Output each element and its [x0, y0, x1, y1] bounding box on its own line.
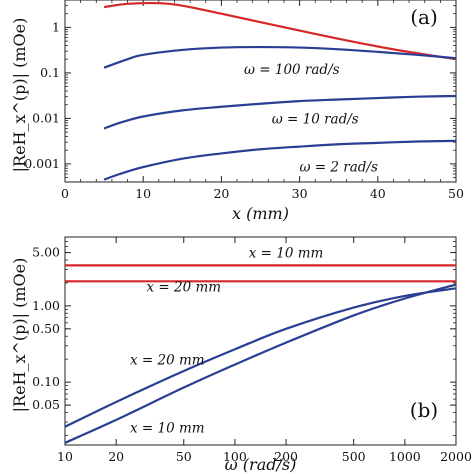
y-tick-label: 1 [52, 19, 60, 34]
y-tick-label: 5.00 [32, 245, 60, 260]
series-line-2 [65, 287, 456, 428]
x-tick-label: 1000 [389, 449, 421, 464]
series-line-2 [103, 94, 456, 130]
annotation-3: x = 10 mm [130, 420, 205, 436]
x-tick-label: 100 [223, 449, 247, 464]
panel-label: (a) [410, 5, 438, 29]
series-line-3 [65, 283, 456, 444]
x-tick-label: 10 [135, 186, 151, 201]
series-line-1 [103, 45, 456, 69]
series-group [65, 264, 456, 444]
annotation-2: ω = 2 rad/s [299, 160, 377, 176]
x-tick-label: 500 [342, 449, 366, 464]
annotation-0: x = 10 mm [249, 246, 324, 262]
series-line-0 [103, 1, 456, 61]
series-group [103, 1, 456, 181]
x-tick-label: 50 [176, 449, 192, 464]
annotation-0: ω = 100 rad/s [244, 62, 340, 78]
y-axis-title: |ReH_x^(p)| (mOe) [10, 258, 29, 413]
x-axis-title: x (mm) [232, 204, 289, 223]
y-axis-title: |ReH_x^(p)| (mOe) [10, 18, 29, 173]
annotation-1: ω = 10 rad/s [272, 111, 359, 127]
x-tick-label: 0 [61, 186, 69, 201]
x-tick-label: 50 [448, 186, 464, 201]
panel-label: (b) [410, 398, 438, 422]
plot-frame [64, 236, 457, 446]
x-tick-label: 2000 [440, 449, 472, 464]
y-tick-label: 1.00 [32, 298, 60, 313]
plot-frame [64, 0, 457, 183]
x-tick-label: 40 [370, 186, 386, 201]
x-tick-label: 200 [274, 449, 298, 464]
x-tick-label: 20 [213, 186, 229, 201]
chart-panel-a: 0 10 20 30 40 50 0.001 0.01 0.1 1 ω = 100 rad/s ω =… [10, 0, 464, 223]
y-tick-label: 0.10 [32, 374, 60, 389]
annotation-2: x = 20 mm [130, 353, 205, 369]
y-tick-label: 0.1 [40, 65, 60, 80]
chart-panel-b: 10 20 50 100 200 500 1000 2000 0.05 0.10 0.50 1.00 5… [10, 236, 472, 474]
x-tick-label: 30 [292, 186, 308, 201]
series-line-3 [103, 139, 456, 181]
x-axis-title: ω (rad/s) [225, 455, 297, 474]
y-tick-label: 0.01 [32, 110, 60, 125]
y-tick-label: 0.001 [24, 156, 60, 171]
x-tick-label: 20 [108, 449, 124, 464]
x-tick-label: 10 [57, 449, 73, 464]
y-tick-label: 0.05 [32, 397, 60, 412]
annotation-1: x = 20 mm [146, 279, 221, 295]
y-tick-label: 0.50 [32, 321, 60, 336]
